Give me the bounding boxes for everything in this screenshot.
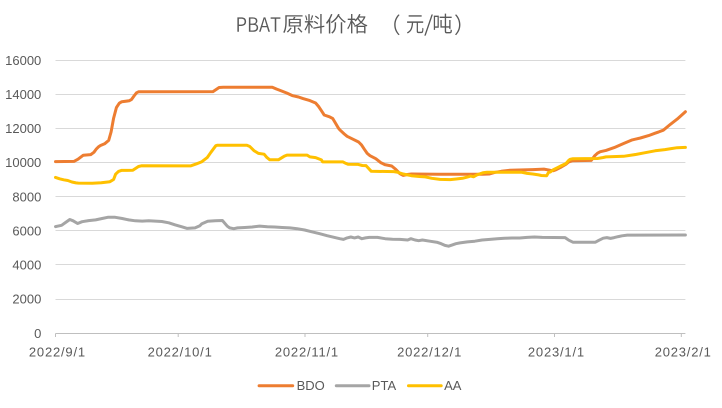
svg-text:0: 0 (34, 326, 41, 341)
svg-text:2023/1/1: 2023/1/1 (528, 345, 585, 360)
svg-text:2023/2/1: 2023/2/1 (655, 345, 712, 360)
svg-text:2000: 2000 (12, 292, 41, 307)
svg-text:4000: 4000 (12, 258, 41, 273)
svg-text:PTA: PTA (372, 378, 397, 393)
svg-text:AA: AA (444, 378, 462, 393)
svg-text:14000: 14000 (5, 87, 41, 102)
svg-text:BDO: BDO (297, 378, 325, 393)
svg-text:2022/11/1: 2022/11/1 (275, 345, 339, 360)
svg-text:10000: 10000 (5, 155, 41, 170)
svg-text:12000: 12000 (5, 121, 41, 136)
svg-text:2022/9/1: 2022/9/1 (29, 345, 86, 360)
svg-text:8000: 8000 (12, 189, 41, 204)
svg-text:16000: 16000 (5, 53, 41, 68)
svg-text:2022/10/1: 2022/10/1 (148, 345, 213, 360)
svg-text:2022/12/1: 2022/12/1 (397, 345, 462, 360)
svg-text:6000: 6000 (12, 223, 41, 238)
